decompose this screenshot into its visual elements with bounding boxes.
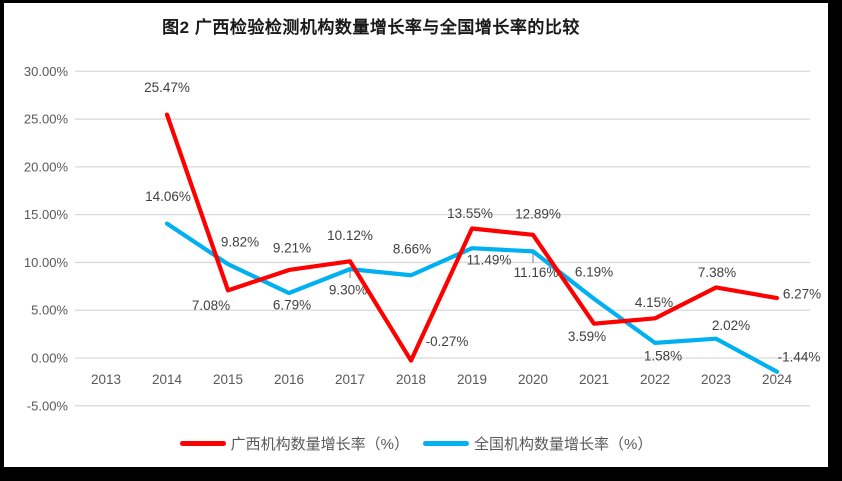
data-label: 2.02% xyxy=(712,318,750,333)
series-line-1 xyxy=(164,221,780,374)
x-tick-label: 2022 xyxy=(640,372,670,387)
x-tick-label: 2016 xyxy=(274,372,304,387)
y-tick-label: 5.00% xyxy=(31,303,68,318)
y-tick-label: 30.00% xyxy=(24,64,69,79)
x-tick-label: 2020 xyxy=(518,372,548,387)
x-tick-label: 2015 xyxy=(213,372,243,387)
data-label: 11.16% xyxy=(514,265,559,280)
data-label: 7.08% xyxy=(192,298,230,313)
frame-border-left xyxy=(0,0,4,481)
x-tick-label: 2017 xyxy=(335,372,365,387)
chart-legend: 广西机构数量增长率（%） 全国机构数量增长率（%） xyxy=(4,431,828,455)
data-label: 7.38% xyxy=(698,265,736,280)
y-tick-label: 15.00% xyxy=(24,207,69,222)
data-label: 9.21% xyxy=(273,240,311,255)
data-label: 13.55% xyxy=(447,206,493,221)
chart-title: 图2 广西检验检测机构数量增长率与全国增长率的比较 xyxy=(162,18,580,37)
x-tick-label: 2021 xyxy=(579,372,609,387)
series-line-0 xyxy=(164,112,780,363)
data-label: 9.82% xyxy=(221,235,259,250)
data-label: 3.59% xyxy=(568,329,606,344)
data-label: -1.44% xyxy=(778,349,821,364)
y-tick-label: 20.00% xyxy=(24,159,69,174)
data-label: 14.06% xyxy=(145,189,191,204)
y-tick-label: 10.00% xyxy=(24,255,69,270)
legend-label-guangxi: 广西机构数量增长率（%） xyxy=(230,435,409,453)
x-tick-label: 2023 xyxy=(701,372,731,387)
data-label: 6.19% xyxy=(575,264,613,279)
legend-item-guangxi: 广西机构数量增长率（%） xyxy=(179,433,409,454)
blue-line-swatch-icon xyxy=(423,440,469,446)
data-label: 4.15% xyxy=(635,295,673,310)
frame-border-bottom xyxy=(0,467,842,481)
x-tick-label: 2013 xyxy=(91,372,121,387)
data-label: 6.79% xyxy=(273,298,311,313)
data-label: -0.27% xyxy=(426,334,469,349)
x-tick-label: 2024 xyxy=(762,372,793,387)
y-tick-label: 25.00% xyxy=(24,112,69,127)
data-label: 10.12% xyxy=(327,228,373,243)
x-tick-label: 2018 xyxy=(396,372,426,387)
data-label: 9.30% xyxy=(329,283,367,298)
x-tick-label: 2019 xyxy=(457,372,487,387)
legend-label-national: 全国机构数量增长率（%） xyxy=(474,435,653,453)
data-label: 12.89% xyxy=(515,206,561,221)
data-label: 8.66% xyxy=(393,242,431,257)
red-line-swatch-icon xyxy=(179,440,226,446)
legend-item-national: 全国机构数量增长率（%） xyxy=(423,433,652,454)
y-tick-label: 0.00% xyxy=(31,351,68,366)
y-tick-label: -5.00% xyxy=(27,398,69,413)
x-tick-label: 2014 xyxy=(152,372,183,387)
data-label: 6.27% xyxy=(783,287,821,302)
data-label: 25.47% xyxy=(144,80,190,95)
data-label: 1.58% xyxy=(644,348,682,363)
frame-border-top xyxy=(0,0,842,3)
data-label: 11.49% xyxy=(467,253,512,268)
frame-border-right xyxy=(828,0,842,481)
